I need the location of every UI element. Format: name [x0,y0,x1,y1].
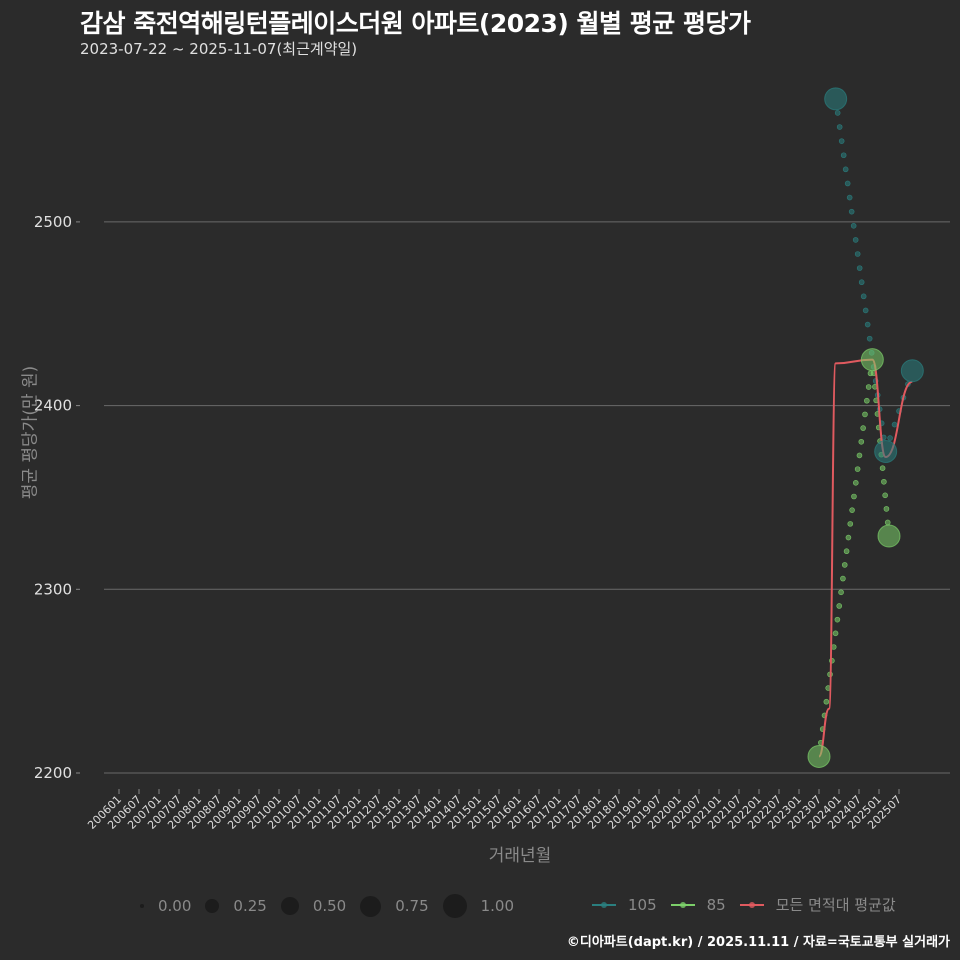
data-bubble [860,348,884,372]
trail-dot [832,630,839,637]
trail-dot [866,335,873,342]
size-legend-item: 0.25 [205,897,267,915]
chart-title: 감삼 죽전역해링턴플레이스더원 아파트(2023) 월별 평균 평당가 [80,9,751,38]
y-tick-label: 2400 [34,397,72,415]
trail-dot [858,279,865,286]
y-tick-label: 2500 [34,213,72,231]
trail-dot [844,180,851,187]
size-legend-label: 0.00 [158,897,192,915]
size-key-icon [360,895,382,917]
trail-dot [848,208,855,215]
series-key-icon [592,899,616,911]
size-key-icon [205,899,220,913]
trail-dot [840,575,846,582]
size-key-icon [140,904,144,908]
trail-dot [849,507,855,513]
size-legend-item: 0.00 [140,897,191,915]
trail-dot [841,562,848,568]
trail-dot [836,124,843,130]
trail-dot [854,466,861,472]
trail-dot [883,506,890,512]
color-legend-item: 모든 면적대 평균값 [739,894,896,915]
trail-dot [838,138,845,144]
trail-dot [840,152,847,159]
data-bubble [874,440,898,464]
trail-dot [834,616,841,623]
series-key-icon [739,899,764,911]
trail-dot [881,478,887,485]
trail-dot [860,293,867,300]
trail-dot [864,321,871,328]
size-legend-label: 0.50 [312,897,347,915]
color-legend: 105 85 모든 면적대 평균값 [592,894,910,915]
footer-credit: ©디아파트(dapt.kr) / 2025.11.11 / 자료=국토교통부 실… [566,935,950,950]
trail-dot [845,534,852,541]
x-axis-title: 거래년월 [488,846,552,866]
data-bubble [877,524,901,548]
color-legend-item: 105 [592,896,657,914]
y-axis-title: 평균 평당가(만 원) [20,365,41,500]
trail-dot [846,194,853,201]
trail-dot [852,237,859,243]
size-legend: 0.00 0.25 0.50 0.75 1.00 [140,894,528,918]
size-legend-label: 1.00 [480,897,515,915]
data-bubble [807,744,831,768]
trail-dot [865,384,872,390]
size-legend-item: 0.75 [360,895,429,917]
series-key-icon [670,899,695,911]
trail-dot [842,166,849,173]
trail-dot [864,397,870,404]
trail-dot [884,519,891,526]
trail-dot [838,589,844,596]
trail-dot [887,435,893,441]
trail-dot [847,521,854,527]
size-legend-label: 0.75 [395,897,429,915]
size-legend-item: 0.50 [280,897,347,915]
trail-dot [879,465,886,471]
trail-dot [834,110,841,116]
size-key-icon [280,897,299,915]
trail-dot [891,421,898,428]
trail-dot [858,438,865,445]
data-bubble [824,87,848,111]
y-tick-label: 2200 [34,764,72,782]
trail-dot [836,603,843,609]
trail-dot [854,251,861,257]
average-line [818,358,913,758]
trail-dot [843,548,850,555]
color-legend-item: 85 [670,895,726,914]
trail-dot [862,411,868,418]
trail-dot [823,698,830,705]
trail-dot [856,265,863,271]
color-legend-label: 85 [706,895,726,914]
size-legend-item: 1.00 [442,894,515,918]
trail-dot [860,425,866,431]
trail-dot [862,307,869,314]
trail-dot [882,492,888,499]
trail-dot [850,222,857,229]
y-tick-label: 2300 [34,580,72,598]
color-legend-label: 105 [628,895,657,914]
size-key-icon [442,894,467,918]
trail-dot [851,493,857,500]
trail-dot [852,480,859,486]
color-legend-label: 모든 면적대 평균값 [775,896,896,914]
size-legend-label: 0.25 [233,897,267,915]
chart-subtitle: 2023-07-22 ~ 2025-11-07(최근계약일) [80,40,358,58]
data-bubble [900,359,924,383]
trail-dot [856,452,863,459]
